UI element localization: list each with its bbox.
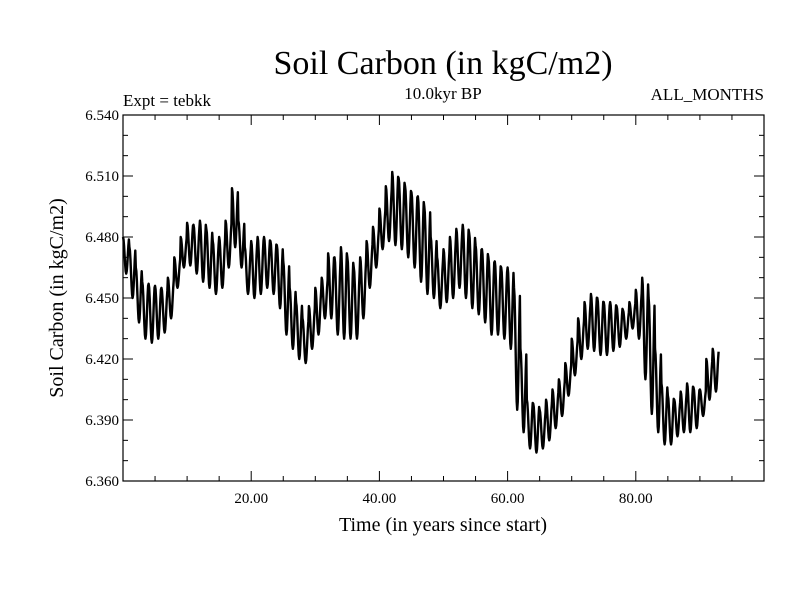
chart-title: Soil Carbon (in kgC/m2) [273,45,612,82]
months-label: ALL_MONTHS [651,85,764,104]
y-tick-label: 6.420 [85,352,119,368]
plot-area-frame [122,114,765,482]
y-tick-label: 6.510 [85,169,119,185]
y-tick-label: 6.360 [85,474,119,490]
series-line [121,170,720,454]
y-tick-label: 6.540 [85,108,119,124]
period-label: 10.0kyr BP [404,84,481,103]
y-tick-label: 6.480 [85,230,119,246]
axis-tick-labels: 20.00 40.00 60.00 80.00 6.360 6.390 6.420 6.450… [85,108,652,507]
x-tick-label: 60.00 [491,491,525,507]
x-tick-label: 80.00 [619,491,653,507]
y-axis-label: Soil Carbon (in kgC/m2) [46,198,68,397]
x-tick-label: 40.00 [363,491,397,507]
y-tick-label: 6.450 [85,291,119,307]
y-tick-label: 6.390 [85,413,119,429]
axis-ticks [122,114,765,482]
x-axis-label: Time (in years since start) [339,514,547,536]
x-tick-label: 20.00 [234,491,268,507]
experiment-label: Expt = tebkk [123,91,211,110]
